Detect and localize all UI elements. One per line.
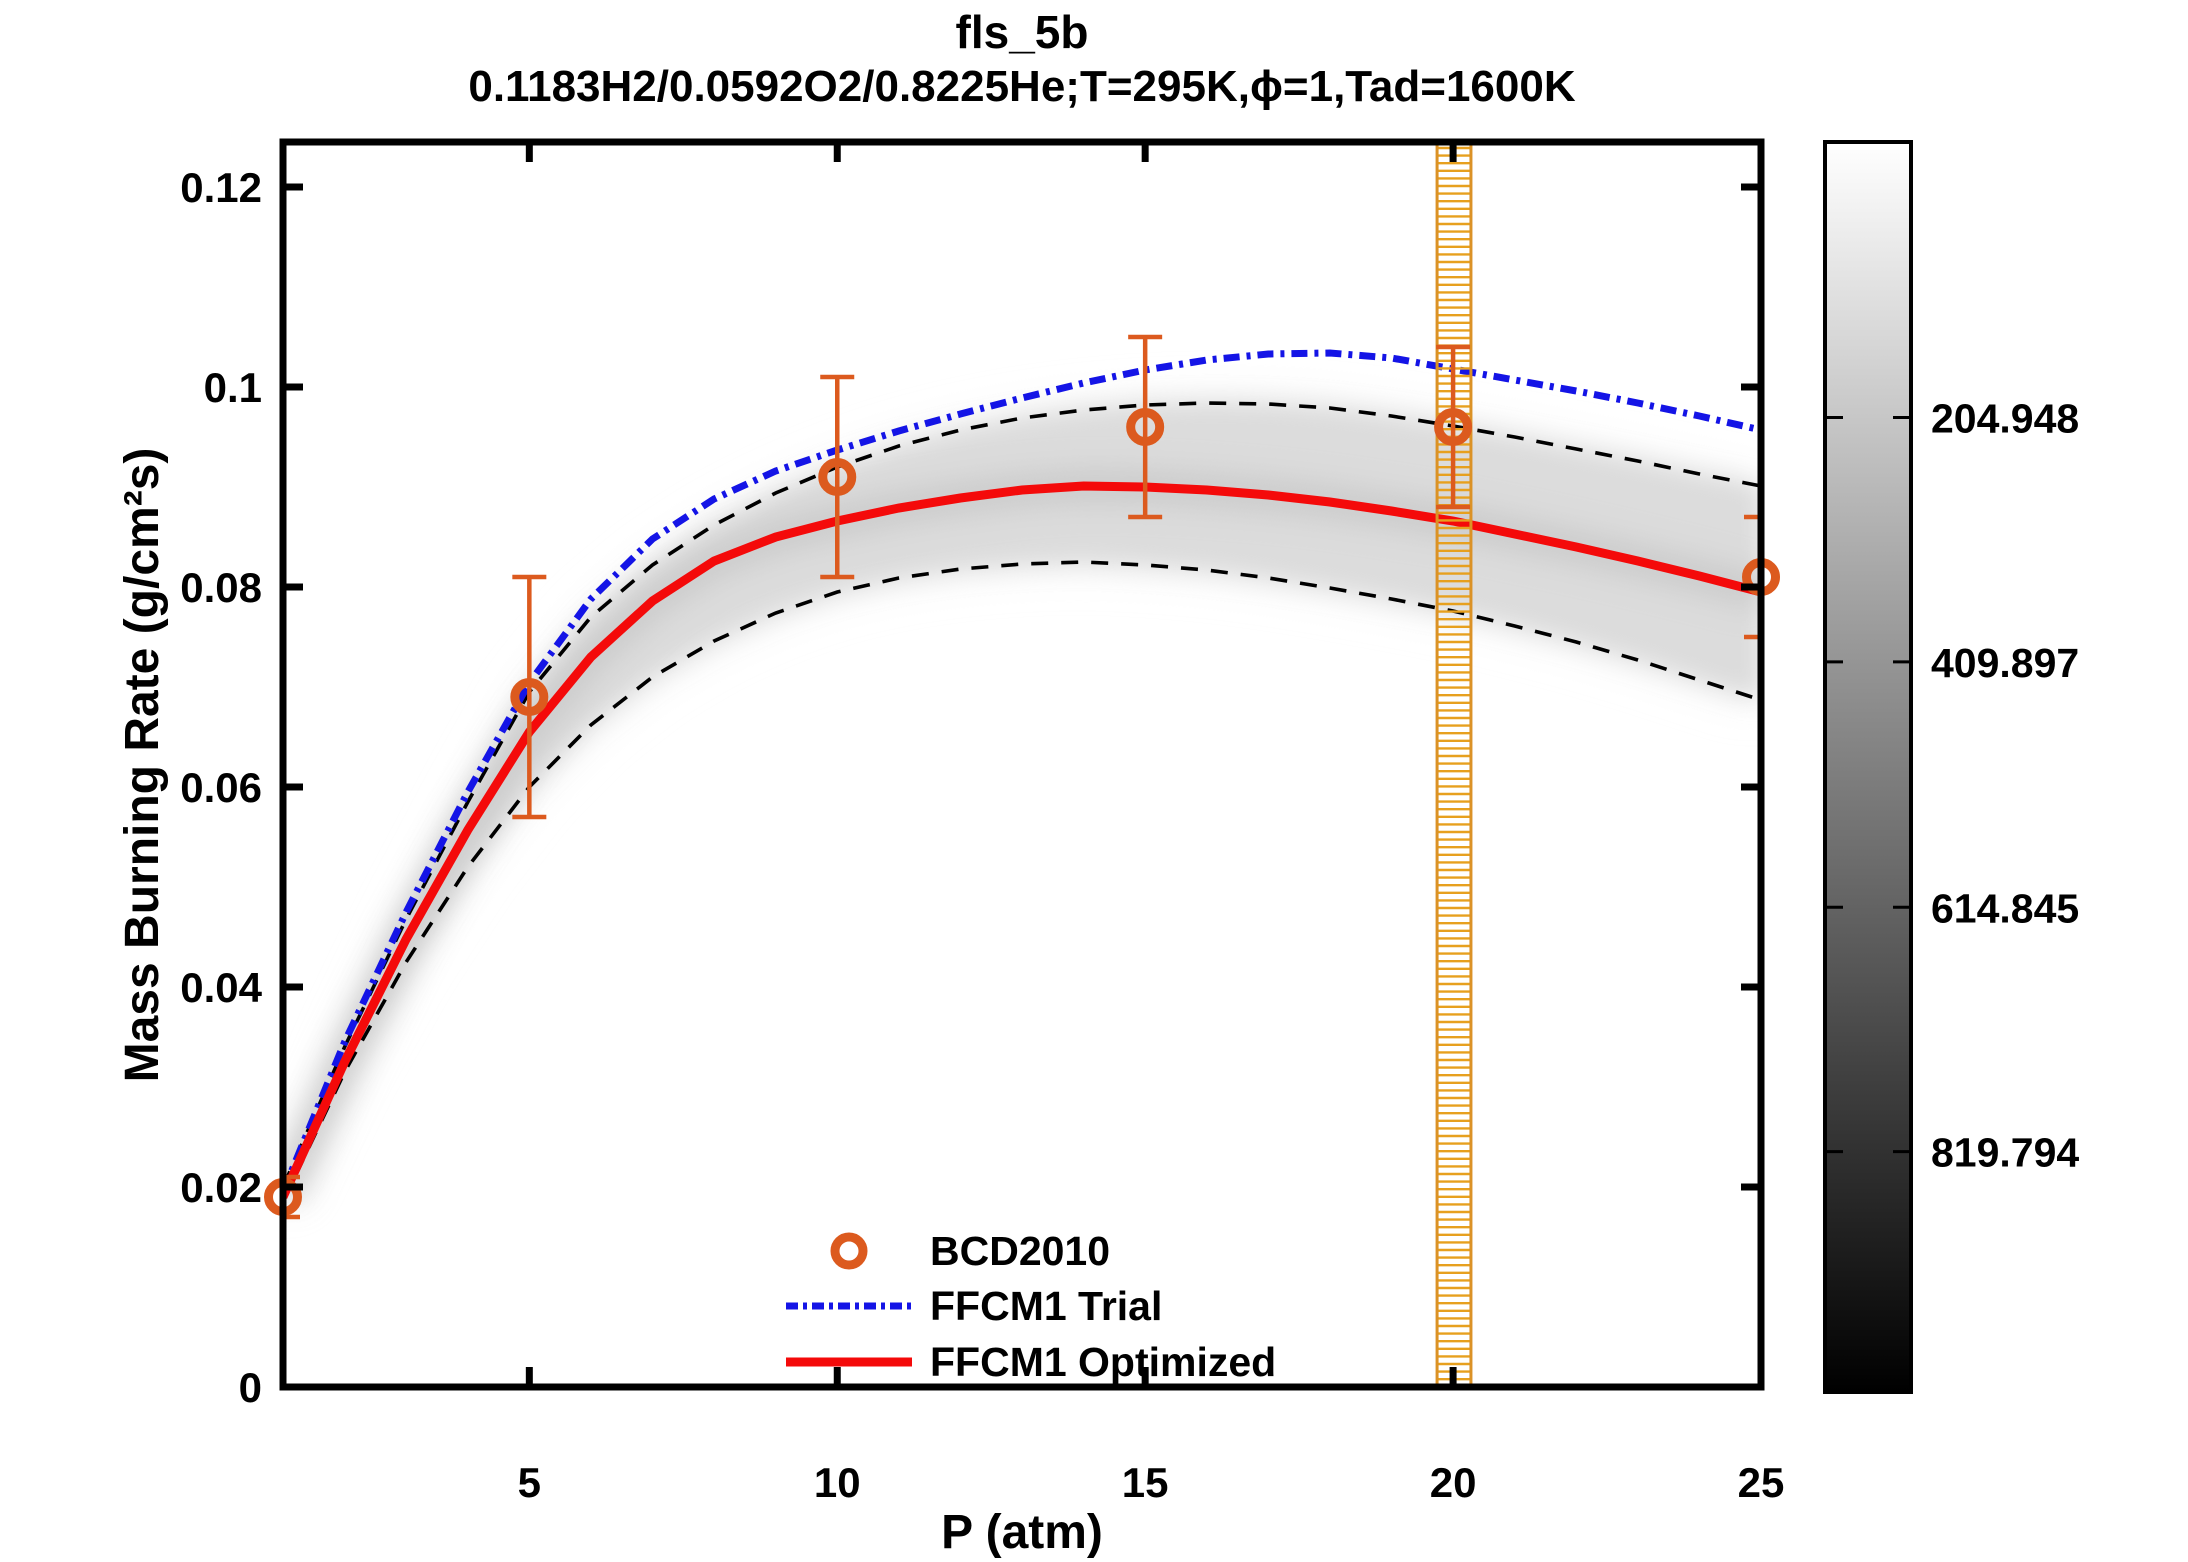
colorbar: 204.948 409.897 614.845 819.794 [1823,140,2079,1394]
legend-label: FFCM1 Trial [930,1283,1162,1329]
uncertainty-cloud [283,403,1761,1205]
y-tick-label: 0.04 [180,964,262,1011]
legend-marker-bcd2010 [830,1232,868,1270]
y-tick-label: 0.1 [204,364,262,411]
y-axis-label: Mass Burning Rate (g/cm²s) [116,448,169,1083]
y-tick-label: 0.06 [180,764,262,811]
x-tick-label: 5 [518,1459,541,1506]
x-tick-label: 15 [1122,1459,1169,1506]
legend: BCD2010 FFCM1 Trial FFCM1 Optimized [786,1228,1276,1385]
error-bar [512,574,547,820]
colorbar-tick-label: 409.897 [1931,640,2079,686]
chart-subtitle: 0.1183H2/0.0592O2/0.8225He;T=295K,ϕ=1,Ta… [468,62,1575,111]
x-tick-label: 20 [1430,1459,1477,1506]
data-point-circle [1434,408,1473,446]
error-bar [1744,514,1761,640]
colorbar-tick-label: 819.794 [1931,1130,2079,1176]
axis-ticks [283,142,1765,1391]
error-bar [1436,344,1471,510]
error-bar [283,1174,300,1220]
y-tick-label: 0.12 [180,164,262,211]
colorbar-tick-label: 204.948 [1931,396,2079,442]
colorbar-gradient [1823,140,1913,1394]
y-tick-label: 0.08 [180,564,262,611]
chart-title: fls_5b [956,6,1089,58]
lower-uncertainty-dashed-line [283,560,1761,1203]
highlight-band [1435,142,1473,1387]
error-bar [820,374,855,580]
data-point-circle [1126,408,1165,446]
colorbar-tick-label: 614.845 [1931,885,2079,931]
legend-label: BCD2010 [930,1228,1110,1274]
x-tick-label: 25 [1738,1459,1785,1506]
legend-label: FFCM1 Optimized [930,1339,1276,1385]
y-tick-label: 0 [239,1364,262,1411]
error-bars [283,334,1761,1220]
x-axis-label: P (atm) [941,1506,1103,1559]
x-tick-label: 10 [814,1459,861,1506]
axis-tick-labels: 5 10 15 20 25 0 0.02 0.04 0.06 0.08 0.1 0.12 [180,164,1784,1506]
error-bar [1128,334,1163,520]
data-point-circle [818,458,857,496]
plot-border [279,138,1765,1391]
y-tick-label: 0.02 [180,1164,262,1211]
data-point-circle [510,678,549,716]
